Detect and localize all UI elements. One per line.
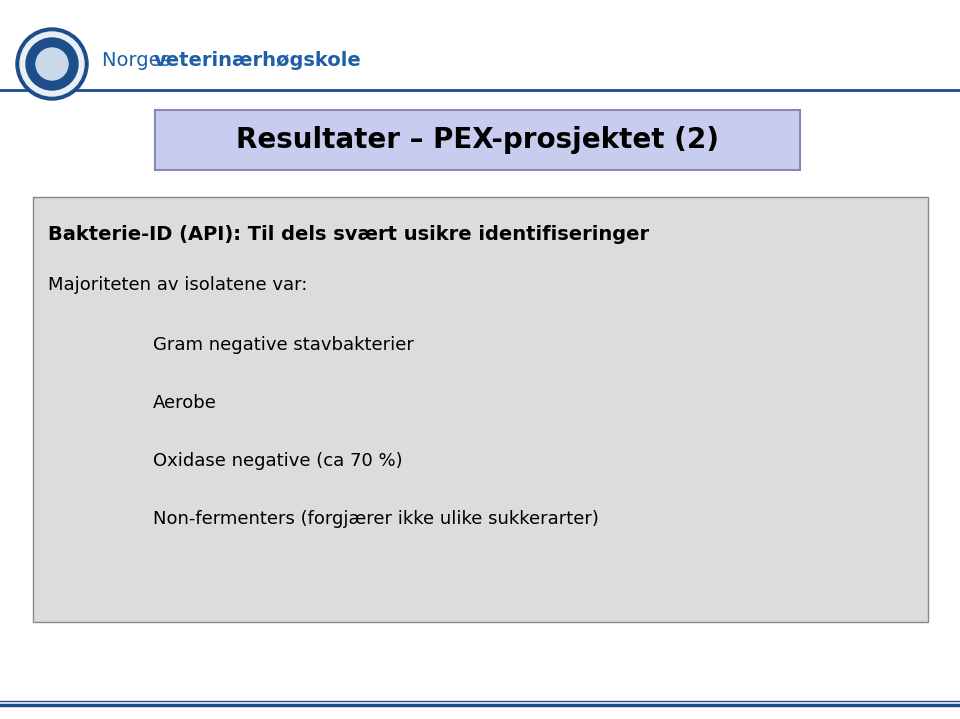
Text: Norges: Norges [102, 52, 177, 70]
Circle shape [16, 28, 88, 100]
Circle shape [20, 32, 84, 96]
Text: Gram negative stavbakterier: Gram negative stavbakterier [153, 336, 414, 354]
Text: veterinærhøgskole: veterinærhøgskole [154, 52, 362, 70]
Text: Non-fermenters (forgjærer ikke ulike sukkerarter): Non-fermenters (forgjærer ikke ulike suk… [153, 510, 599, 528]
Text: Majoriteten av isolatene var:: Majoriteten av isolatene var: [48, 276, 307, 294]
FancyBboxPatch shape [33, 197, 928, 622]
Text: Oxidase negative (ca 70 %): Oxidase negative (ca 70 %) [153, 452, 402, 470]
Circle shape [36, 48, 68, 80]
Text: Aerobe: Aerobe [153, 394, 217, 412]
Text: Resultater – PEX-prosjektet (2): Resultater – PEX-prosjektet (2) [236, 126, 719, 154]
Text: Bakterie-ID (API): Til dels svært usikre identifiseringer: Bakterie-ID (API): Til dels svært usikre… [48, 226, 649, 244]
Circle shape [26, 38, 78, 90]
FancyBboxPatch shape [155, 110, 800, 170]
